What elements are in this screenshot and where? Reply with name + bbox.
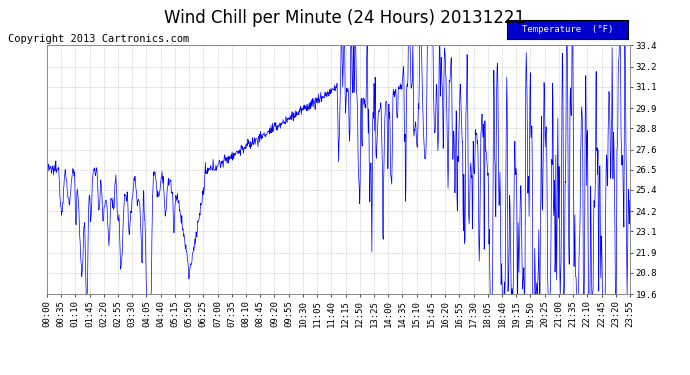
Text: Temperature  (°F): Temperature (°F) (522, 25, 613, 34)
Text: Wind Chill per Minute (24 Hours) 20131221: Wind Chill per Minute (24 Hours) 2013122… (164, 9, 526, 27)
Text: Copyright 2013 Cartronics.com: Copyright 2013 Cartronics.com (8, 34, 190, 44)
